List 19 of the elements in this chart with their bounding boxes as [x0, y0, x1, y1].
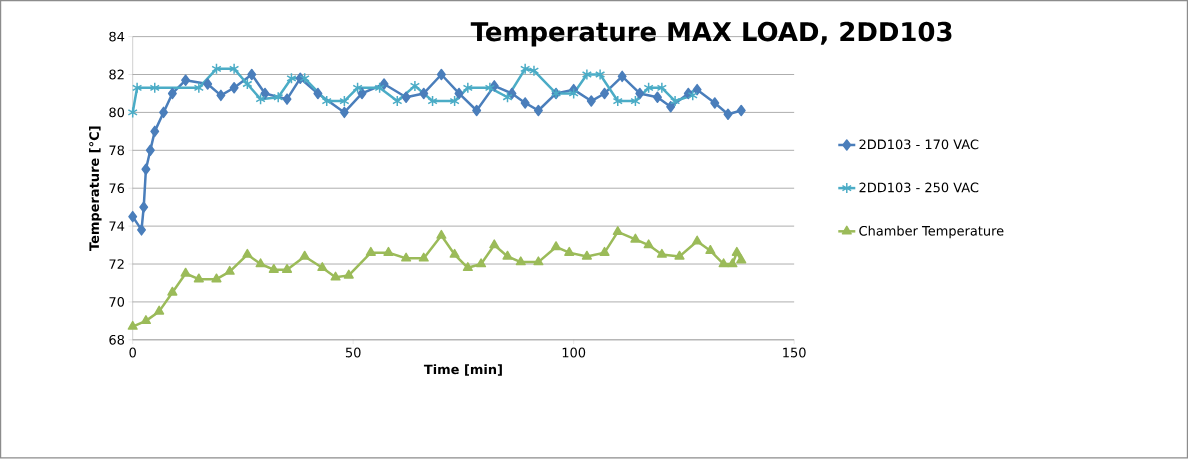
y-tick-label: 74 — [109, 221, 125, 232]
y-tick-label: 70 — [109, 297, 125, 308]
y-tick-label: 80 — [109, 107, 125, 118]
legend-label: Chamber Temperature — [859, 225, 1004, 239]
y-tick-label: 68 — [109, 335, 125, 345]
y-tick-label: 82 — [109, 69, 124, 80]
y-axis-title: Temperature [°C] — [89, 126, 102, 252]
x-tick-label: 50 — [345, 347, 361, 358]
y-tick-label: 78 — [109, 145, 125, 156]
legend-label: 2DD103 - 250 VAC — [859, 182, 979, 193]
x-axis-title: Time [min] — [423, 364, 502, 377]
y-tick-label: 72 — [109, 259, 124, 270]
x-tick-label: 150 — [783, 347, 806, 358]
y-tick-label: 84 — [109, 31, 125, 42]
chart-title: Temperature MAX LOAD, 2DD103 — [470, 22, 952, 47]
legend-label: 2DD103 - 170 VAC — [859, 139, 979, 150]
y-tick-label: 76 — [109, 183, 125, 194]
x-tick-label: 0 — [129, 347, 136, 358]
x-tick-label: 100 — [562, 347, 586, 358]
